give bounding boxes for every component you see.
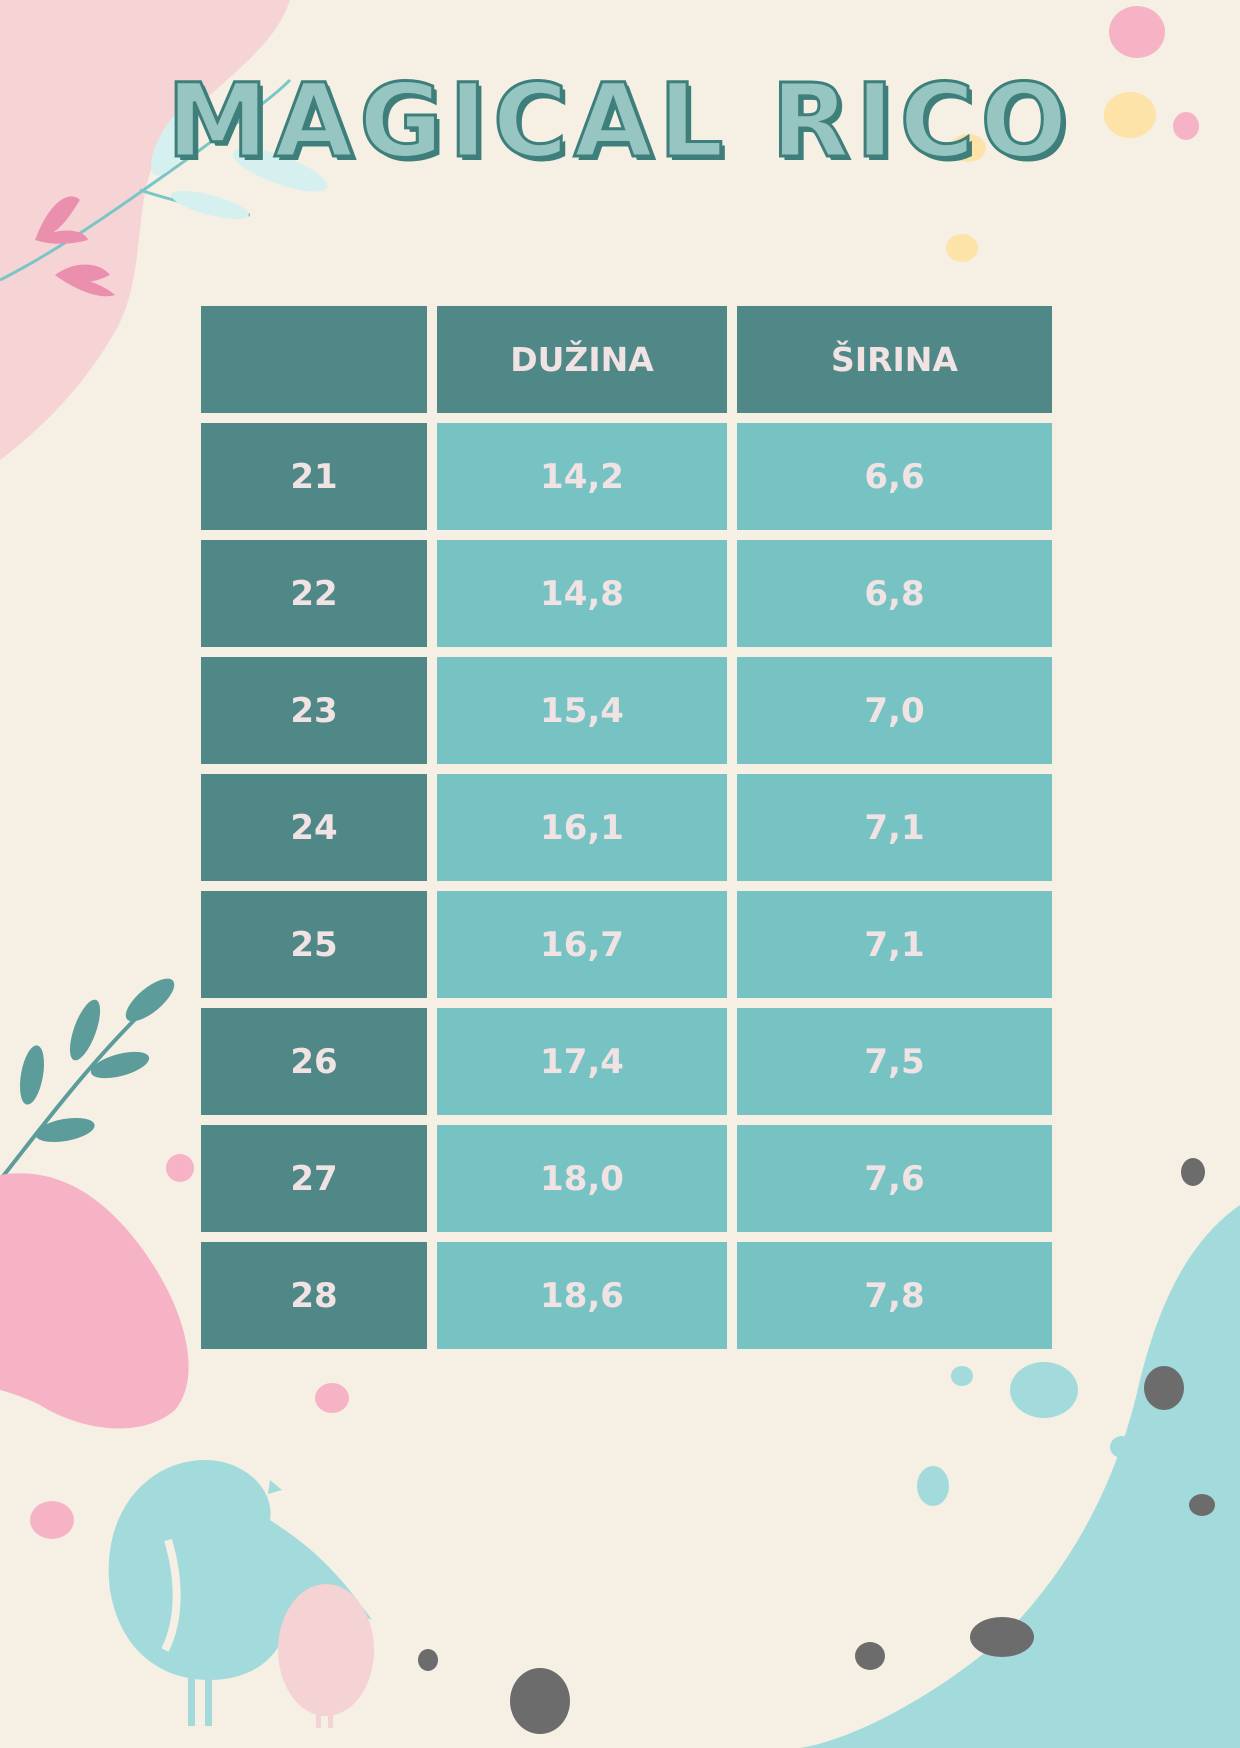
table-row: 25 16,7 7,1 [201, 891, 1052, 998]
length-cell: 18,6 [437, 1242, 727, 1349]
pink-blob-top-left [0, 0, 290, 460]
length-cell: 16,7 [437, 891, 727, 998]
table-row: 21 14,2 6,6 [201, 423, 1052, 530]
header-width: ŠIRINA [737, 306, 1052, 413]
length-cell: 14,2 [437, 423, 727, 530]
width-cell: 7,1 [737, 774, 1052, 881]
size-cell: 23 [201, 657, 427, 764]
teal-blob-bottom-right [800, 1205, 1240, 1748]
leaf-branch-icon [0, 978, 175, 1182]
width-cell: 7,8 [737, 1242, 1052, 1349]
size-cell: 28 [201, 1242, 427, 1349]
width-cell: 7,5 [737, 1008, 1052, 1115]
table-row: 23 15,4 7,0 [201, 657, 1052, 764]
width-cell: 6,6 [737, 423, 1052, 530]
table-row: 26 17,4 7,5 [201, 1008, 1052, 1115]
table-row: 27 18,0 7,6 [201, 1125, 1052, 1232]
header-size [201, 306, 427, 413]
page-title: MAGICAL RICO [165, 61, 1074, 183]
width-cell: 7,6 [737, 1125, 1052, 1232]
length-cell: 16,1 [437, 774, 727, 881]
width-cell: 6,8 [737, 540, 1052, 647]
table-row: 28 18,6 7,8 [201, 1242, 1052, 1349]
size-cell: 22 [201, 540, 427, 647]
table-row: 24 16,1 7,1 [201, 774, 1052, 881]
length-cell: 15,4 [437, 657, 727, 764]
header-length: DUŽINA [437, 306, 727, 413]
size-cell: 24 [201, 774, 427, 881]
bird-icon [108, 1460, 373, 1726]
pink-blob-left [0, 1173, 189, 1429]
width-cell: 7,0 [737, 657, 1052, 764]
length-cell: 17,4 [437, 1008, 727, 1115]
size-cell: 25 [201, 891, 427, 998]
dark-spots [418, 1158, 1215, 1734]
table-row: 22 14,8 6,8 [201, 540, 1052, 647]
size-chart-table: DUŽINA ŠIRINA 21 14,2 6,6 22 14,8 6,8 23… [191, 296, 1062, 1359]
size-cell: 21 [201, 423, 427, 530]
table-header-row: DUŽINA ŠIRINA [201, 306, 1052, 413]
width-cell: 7,1 [737, 891, 1052, 998]
length-cell: 14,8 [437, 540, 727, 647]
length-cell: 18,0 [437, 1125, 727, 1232]
size-cell: 27 [201, 1125, 427, 1232]
small-bird-icon [278, 1584, 374, 1728]
size-cell: 26 [201, 1008, 427, 1115]
